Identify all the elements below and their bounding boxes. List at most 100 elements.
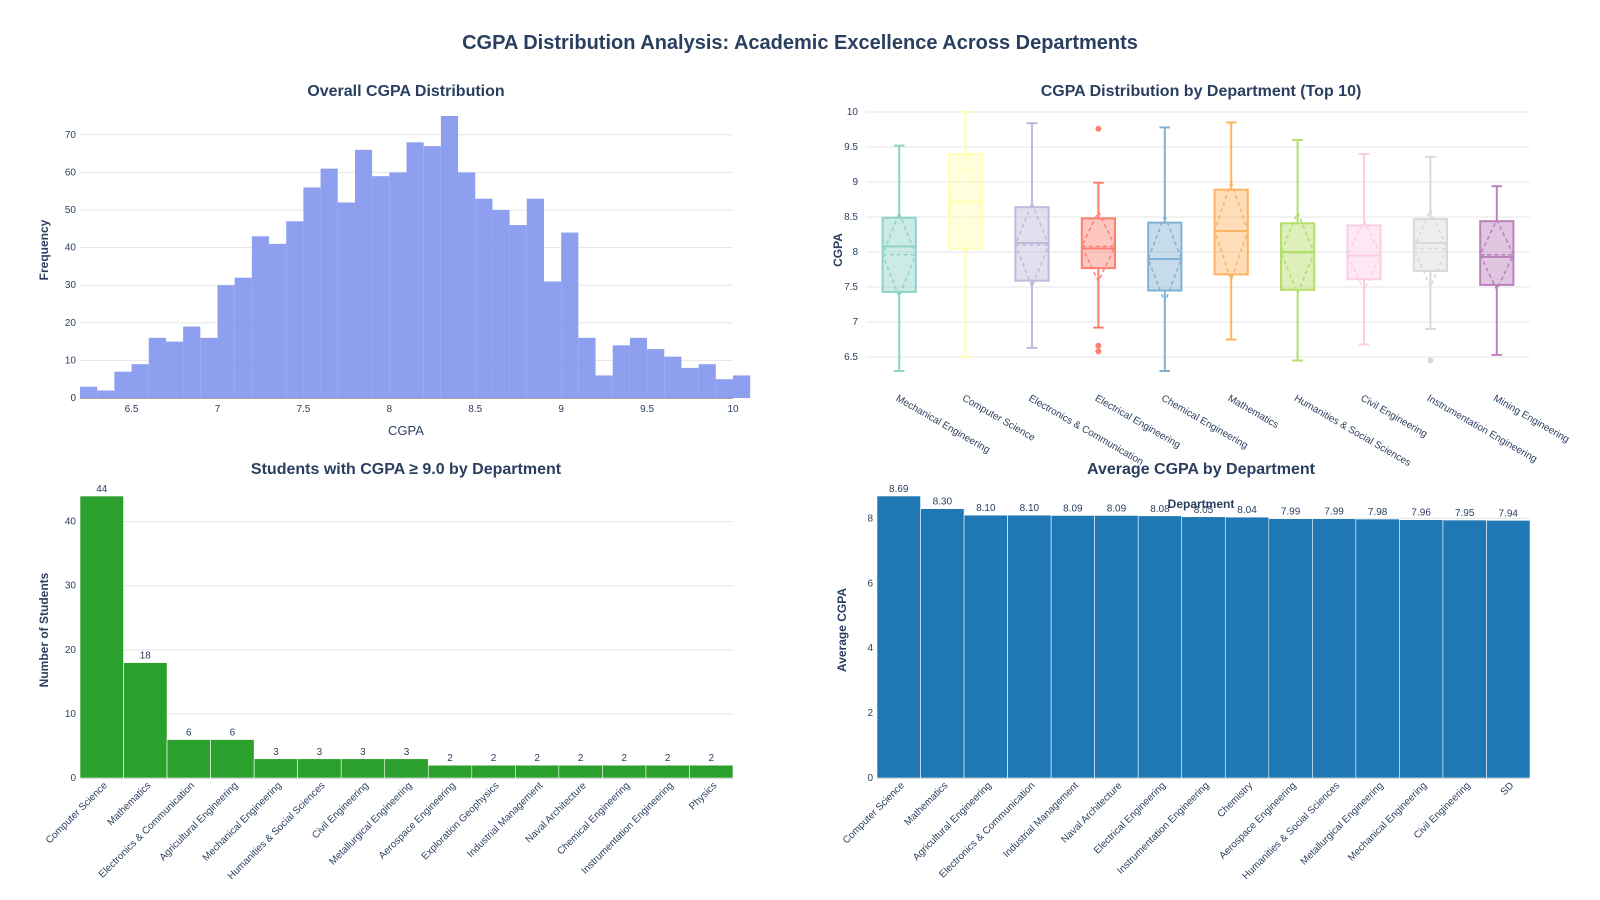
histogram-bar (578, 337, 596, 398)
box-iqr (1346, 224, 1382, 281)
average-cgpa-y-tick-label: 8 (867, 513, 873, 524)
box-sd-diamond (1014, 200, 1050, 290)
high-achievers-bar-humanities-and-social-sciences (297, 758, 342, 779)
boxplot-y-tick-label: 9 (852, 177, 858, 188)
box-sd-diamond (881, 210, 917, 299)
box-sd-diamond (1280, 210, 1316, 296)
box-iqr (1014, 206, 1050, 282)
high-achievers-bar-chemical-engineering (602, 764, 647, 779)
histogram-bar (647, 349, 665, 398)
average-cgpa-data-label: 8.05 (1194, 505, 1214, 516)
boxplot-y-tick-label: 6.5 (844, 352, 858, 363)
average-cgpa-y-tick-label: 0 (867, 773, 873, 784)
box-iqr (1213, 188, 1249, 276)
histogram-bar (269, 243, 287, 398)
histogram-bar (286, 221, 304, 398)
average-cgpa-y-tick-label: 6 (867, 578, 873, 589)
high-achievers-data-label: 2 (578, 753, 584, 764)
high-achievers-x-tick-label: Computer Science (44, 780, 110, 846)
box-outlier-point (1095, 348, 1102, 355)
average-cgpa-bar-electronics-and-communication (1007, 514, 1052, 779)
high-achievers-data-label: 6 (230, 728, 236, 739)
average-cgpa-x-tick-label: Chemistry (1216, 780, 1256, 820)
histogram-bar (200, 337, 218, 398)
average-cgpa-bar-electrical-engineering (1137, 515, 1183, 779)
histogram-y-tick-label: 0 (70, 393, 76, 404)
high-achievers-x-tick-label: Exploration Geophysics (420, 780, 502, 862)
histogram-y-tick-label: 40 (65, 243, 77, 254)
average-cgpa-bar-mechanical-engineering (1399, 519, 1444, 779)
boxplot-x-tick-label: Mathematics (1226, 393, 1281, 431)
histogram-title: Overall CGPA Distribution (307, 83, 504, 100)
histogram-bar (698, 364, 716, 398)
box-outlier-point (1095, 342, 1102, 349)
average-cgpa-data-label: 7.95 (1455, 508, 1475, 519)
average-cgpa-bar-naval-architecture (1094, 515, 1139, 779)
histogram-bar (681, 367, 699, 398)
histogram-bar (629, 337, 648, 398)
high-achievers-bar-exploration-geophysics (471, 764, 516, 779)
box-iqr (1412, 218, 1449, 272)
histogram-bar (595, 375, 613, 398)
box-outlier-point (1427, 357, 1434, 364)
high-achievers-bar-mechanical-engineering (253, 758, 298, 779)
box-sd-diamond (1346, 218, 1382, 293)
histogram-y-axis-title: Frequency (37, 219, 51, 280)
histogram-y-tick-label: 20 (65, 318, 77, 329)
average-cgpa-data-label: 8.08 (1150, 504, 1170, 515)
high-achievers-bar-industrial-management (515, 764, 560, 779)
average-cgpa-data-label: 7.94 (1498, 508, 1518, 519)
histogram-bar (165, 341, 184, 398)
average-cgpa-y-axis-title: Average CGPA (835, 588, 849, 672)
histogram-bar (458, 172, 476, 398)
high-achievers-data-label: 18 (140, 651, 152, 662)
high-achievers-data-label: 2 (665, 753, 671, 764)
histogram-x-tick-label: 10 (727, 404, 739, 415)
histogram-bar (423, 146, 441, 398)
histogram-bar (80, 386, 98, 398)
high-achievers-bar-physics (689, 764, 734, 779)
high-achievers-bar-naval-architecture (558, 764, 603, 779)
box-iqr (1080, 217, 1117, 270)
high-achievers-x-tick-label: Mechanical Engineering (201, 780, 284, 863)
boxplot-y-tick-label: 9.5 (844, 142, 858, 153)
histogram-bar (612, 345, 630, 398)
average-cgpa-x-axis-title: Department (1168, 497, 1235, 511)
high-achievers-y-tick-label: 0 (70, 773, 76, 784)
average-cgpa-y-tick-label: 2 (867, 708, 873, 719)
average-cgpa-title: Average CGPA by Department (1087, 461, 1316, 478)
histogram-bar (543, 281, 562, 398)
average-cgpa-x-tick-label: Instrumentation Engineering (1115, 780, 1211, 876)
high-achievers-x-tick-label: Chemical Engineering (555, 780, 632, 857)
high-achievers-data-label: 3 (360, 747, 366, 758)
average-cgpa-data-label: 7.96 (1411, 508, 1431, 519)
average-cgpa-x-tick-label: Mechanical Engineering (1346, 780, 1429, 863)
histogram-bar (372, 176, 390, 398)
high-achievers-x-tick-label: Instrumentation Engineering (580, 780, 676, 876)
histogram-y-tick-label: 10 (65, 355, 77, 366)
average-cgpa-x-tick-label: Electrical Engineering (1092, 780, 1168, 856)
high-achievers-bar-instrumentation-engineering (645, 764, 690, 779)
high-achievers-x-tick-label: Aerospace Engineering (377, 780, 458, 861)
average-cgpa-data-label: 8.30 (933, 497, 953, 508)
average-cgpa-bar-sd (1486, 520, 1531, 779)
average-cgpa-bar-civil-engineering (1442, 519, 1487, 779)
histogram-bar (475, 198, 493, 398)
boxplot-y-tick-label: 7.5 (844, 282, 858, 293)
high-achievers-data-label: 2 (491, 753, 497, 764)
average-cgpa-bar-aerospace-engineering (1268, 518, 1313, 779)
boxplot-panel: CGPA Distribution by Department (Top 10)… (831, 83, 1571, 469)
average-cgpa-data-label: 8.69 (889, 484, 909, 495)
boxplot-y-tick-label: 7 (852, 317, 858, 328)
average-cgpa-data-label: 7.99 (1281, 507, 1301, 518)
boxplot-x-tick-label: Electronics & Communication (1027, 393, 1146, 468)
high-achievers-y-axis-title: Number of Students (37, 572, 51, 687)
average-cgpa-x-tick-label: Aerospace Engineering (1217, 780, 1298, 861)
histogram-y-tick-label: 70 (65, 130, 77, 141)
histogram-bar (131, 364, 149, 398)
high-achievers-data-label: 2 (621, 753, 627, 764)
high-achievers-x-tick-label: Mathematics (106, 780, 154, 828)
average-cgpa-x-tick-label: Computer Science (841, 780, 907, 846)
